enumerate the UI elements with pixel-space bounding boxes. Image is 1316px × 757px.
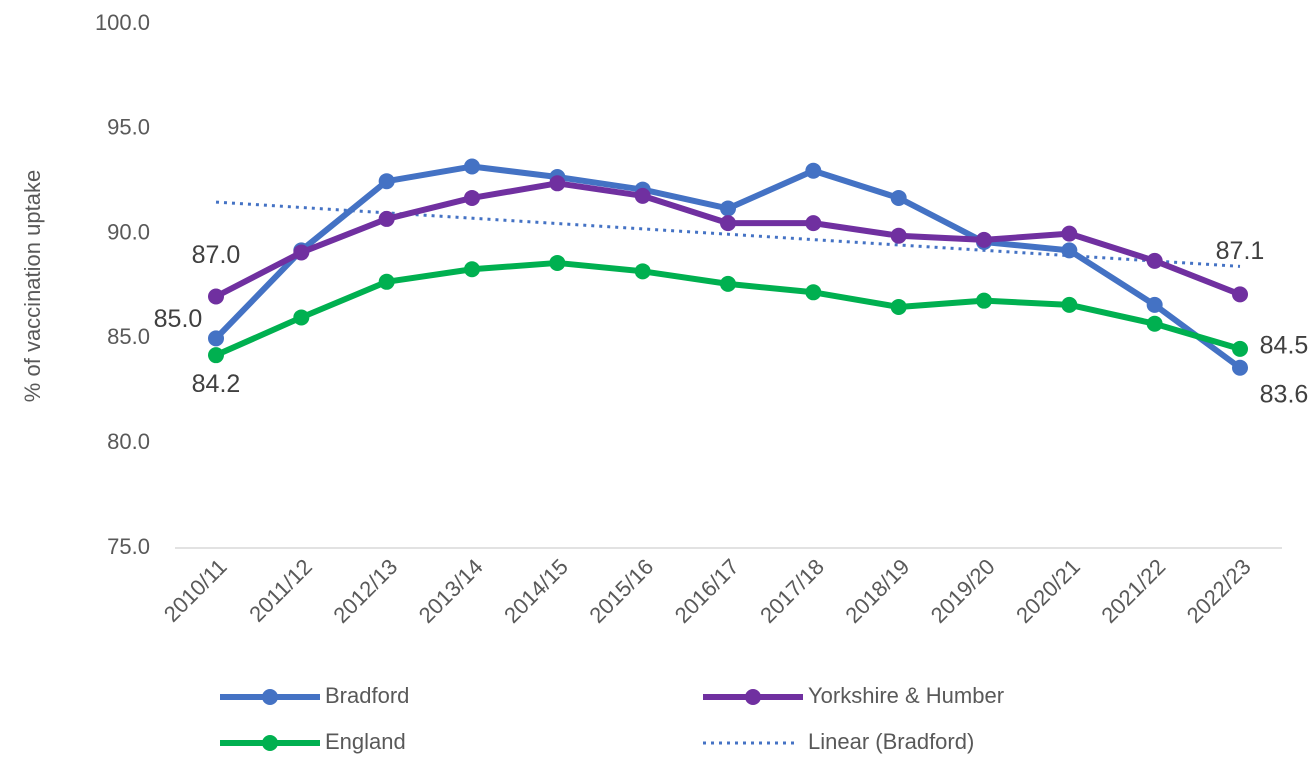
x-tick-label: 2016/17 — [670, 554, 744, 628]
data-point — [549, 175, 566, 192]
data-label: 83.6 — [1260, 380, 1309, 408]
x-tick-label: 2022/23 — [1182, 554, 1256, 628]
data-point — [805, 284, 822, 301]
data-point — [720, 275, 736, 292]
data-point — [805, 215, 822, 232]
data-label: 84.5 — [1260, 331, 1309, 359]
y-tick-label: 100.0 — [95, 10, 150, 35]
data-label: 87.0 — [192, 241, 241, 269]
data-point — [464, 261, 480, 278]
x-tick-label: 2014/15 — [499, 554, 573, 628]
data-point — [976, 231, 992, 248]
data-point — [464, 189, 480, 206]
legend-marker — [262, 689, 278, 705]
data-point — [720, 215, 736, 232]
series-line — [213, 163, 1242, 371]
data-point — [890, 189, 907, 206]
data-point — [293, 244, 310, 261]
data-point — [805, 162, 822, 179]
data-point — [1061, 242, 1078, 259]
y-tick-label: 95.0 — [107, 115, 150, 140]
x-tick-label: 2021/22 — [1096, 554, 1170, 628]
data-label: 84.2 — [192, 370, 241, 398]
data-label: 87.1 — [1216, 237, 1265, 265]
data-point — [890, 227, 907, 244]
data-point — [208, 347, 224, 364]
y-tick-label: 85.0 — [107, 324, 150, 349]
data-point — [890, 298, 907, 315]
data-point — [378, 210, 395, 227]
x-tick-label: 2018/19 — [840, 554, 914, 628]
data-point — [549, 254, 566, 271]
x-tick-label: 2012/13 — [328, 554, 402, 628]
x-tick-label: 2020/21 — [1011, 554, 1085, 628]
data-label: 85.0 — [154, 305, 203, 333]
legend-marker — [262, 735, 278, 751]
data-point — [720, 200, 736, 217]
data-point — [1061, 225, 1078, 242]
data-point — [634, 187, 651, 204]
x-tick-label: 2011/12 — [244, 554, 317, 627]
data-point — [378, 173, 395, 190]
y-axis-label: % of vaccination uptake — [20, 170, 45, 402]
x-tick-label: 2015/16 — [584, 554, 658, 628]
data-point — [1146, 315, 1163, 332]
x-tick-label: 2010/11 — [159, 554, 232, 627]
x-tick-label: 2017/18 — [755, 554, 829, 628]
legend-label: Yorkshire & Humber — [808, 683, 1004, 708]
data-point — [1232, 359, 1248, 376]
data-point — [1061, 296, 1078, 313]
y-tick-label: 75.0 — [107, 534, 150, 559]
data-point — [378, 273, 395, 290]
legend-label: Linear (Bradford) — [808, 729, 974, 754]
trendline — [215, 200, 1241, 268]
legend-label: Bradford — [325, 683, 409, 708]
data-point — [208, 288, 224, 305]
data-point — [208, 330, 224, 347]
legend-label: England — [325, 729, 406, 754]
x-tick-label: 2013/14 — [414, 554, 488, 628]
legend-marker — [745, 689, 761, 705]
data-point — [464, 158, 480, 175]
data-point — [634, 263, 651, 280]
x-tick-label: 2019/20 — [926, 554, 1000, 628]
data-point — [1146, 252, 1163, 269]
data-point — [293, 309, 310, 326]
y-tick-label: 90.0 — [107, 219, 150, 244]
data-point — [1146, 296, 1163, 313]
data-point — [1232, 286, 1248, 303]
data-point — [976, 292, 992, 309]
data-point — [1232, 340, 1248, 357]
y-tick-label: 80.0 — [107, 429, 150, 454]
